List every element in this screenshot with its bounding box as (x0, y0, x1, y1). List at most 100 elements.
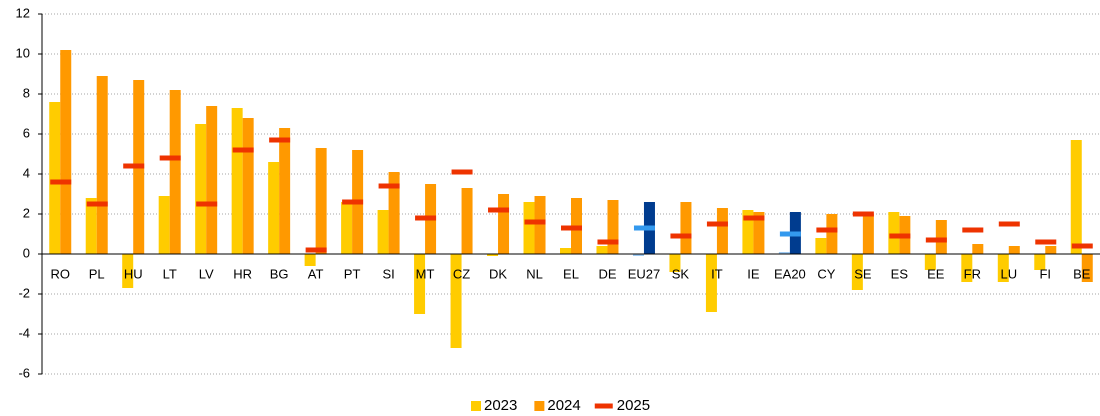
marker-2025 (889, 233, 911, 239)
bar (206, 106, 218, 254)
x-tick-label: SK (672, 266, 690, 281)
marker-2025 (816, 227, 838, 233)
y-tick-label: -4 (18, 325, 30, 340)
bar (851, 254, 863, 290)
marker-2025 (488, 207, 510, 213)
bar (1045, 246, 1057, 254)
marker-2025 (50, 179, 72, 185)
y-tick-label: 8 (23, 85, 30, 100)
bar (753, 212, 765, 254)
legend-label: 2024 (547, 397, 580, 414)
y-tick-label: 4 (23, 165, 30, 180)
x-tick-label: ES (891, 266, 909, 281)
bar (961, 254, 973, 282)
legend-swatch (471, 401, 481, 411)
bar (888, 212, 900, 254)
bar (96, 76, 108, 254)
bar (169, 90, 181, 254)
y-tick-label: 0 (23, 245, 30, 260)
marker-2025 (196, 201, 218, 207)
x-tick-label: EE (927, 266, 945, 281)
bar (924, 254, 936, 270)
x-tick-label: AT (308, 266, 324, 281)
bar (972, 244, 984, 254)
bar (85, 198, 97, 254)
bar (315, 148, 327, 254)
marker-2025 (524, 219, 546, 225)
bar (716, 208, 728, 254)
marker-2025 (415, 215, 437, 221)
x-tick-label: RO (50, 266, 70, 281)
marker-2025 (378, 183, 400, 189)
bar (49, 102, 61, 254)
legend-label: 2025 (617, 397, 650, 414)
bar (826, 214, 838, 254)
bar (534, 196, 546, 254)
x-tick-label: NL (526, 266, 543, 281)
marker-2025 (86, 201, 108, 207)
bar (669, 254, 681, 272)
bar (815, 238, 827, 254)
marker-2025 (269, 137, 291, 143)
marker-2025 (706, 221, 728, 227)
x-tick-label: LU (1000, 266, 1017, 281)
marker-2025 (232, 147, 254, 153)
x-tick-label: LT (163, 266, 177, 281)
marker-2025 (998, 221, 1020, 227)
x-tick-label: FI (1039, 266, 1051, 281)
bar (607, 200, 619, 254)
x-tick-label: IE (747, 266, 760, 281)
x-tick-label: LV (199, 266, 214, 281)
bar (414, 254, 426, 314)
x-tick-label: HU (124, 266, 143, 281)
bar (60, 50, 72, 254)
x-tick-label: FR (964, 266, 981, 281)
bar (487, 254, 499, 256)
legend-label: 2023 (484, 397, 517, 414)
bar (158, 196, 170, 254)
bar (461, 188, 473, 254)
x-tick-label: SI (382, 266, 394, 281)
marker-2025 (561, 225, 582, 231)
x-tick-label: EU27 (628, 266, 661, 281)
bar (450, 254, 462, 348)
bar (388, 172, 400, 254)
x-tick-label: BE (1073, 266, 1091, 281)
bar (778, 252, 790, 254)
marker-2025 (342, 199, 364, 205)
x-tick-label: CZ (453, 266, 470, 281)
x-tick-label: PL (89, 266, 105, 281)
marker-2025 (962, 227, 984, 233)
y-tick-label: 2 (23, 205, 30, 220)
x-tick-label: BG (270, 266, 289, 281)
marker-2025 (1071, 243, 1093, 249)
x-tick-label: SE (854, 266, 872, 281)
bar (279, 128, 291, 254)
bar (705, 254, 717, 312)
legend-swatch (594, 403, 613, 409)
marker-2025 (451, 169, 473, 175)
bar (122, 254, 134, 288)
marker-2025 (597, 239, 619, 245)
bar (1070, 140, 1082, 254)
marker-2025 (779, 231, 801, 237)
bar (195, 124, 207, 254)
x-tick-label: HR (233, 266, 252, 281)
bar (862, 214, 874, 254)
y-tick-label: 10 (16, 45, 30, 60)
bar (742, 210, 754, 254)
bar (498, 194, 510, 254)
marker-2025 (633, 225, 655, 231)
bar (935, 220, 947, 254)
x-tick-label: DE (598, 266, 616, 281)
bar (560, 248, 571, 254)
marker-2025 (305, 247, 327, 253)
x-tick-label: EA20 (774, 266, 806, 281)
x-tick-label: CY (817, 266, 835, 281)
y-tick-label: -2 (18, 285, 30, 300)
bar (242, 118, 254, 254)
marker-2025 (852, 211, 874, 217)
bar (1081, 254, 1093, 282)
bar (231, 108, 243, 254)
bar (632, 254, 644, 256)
